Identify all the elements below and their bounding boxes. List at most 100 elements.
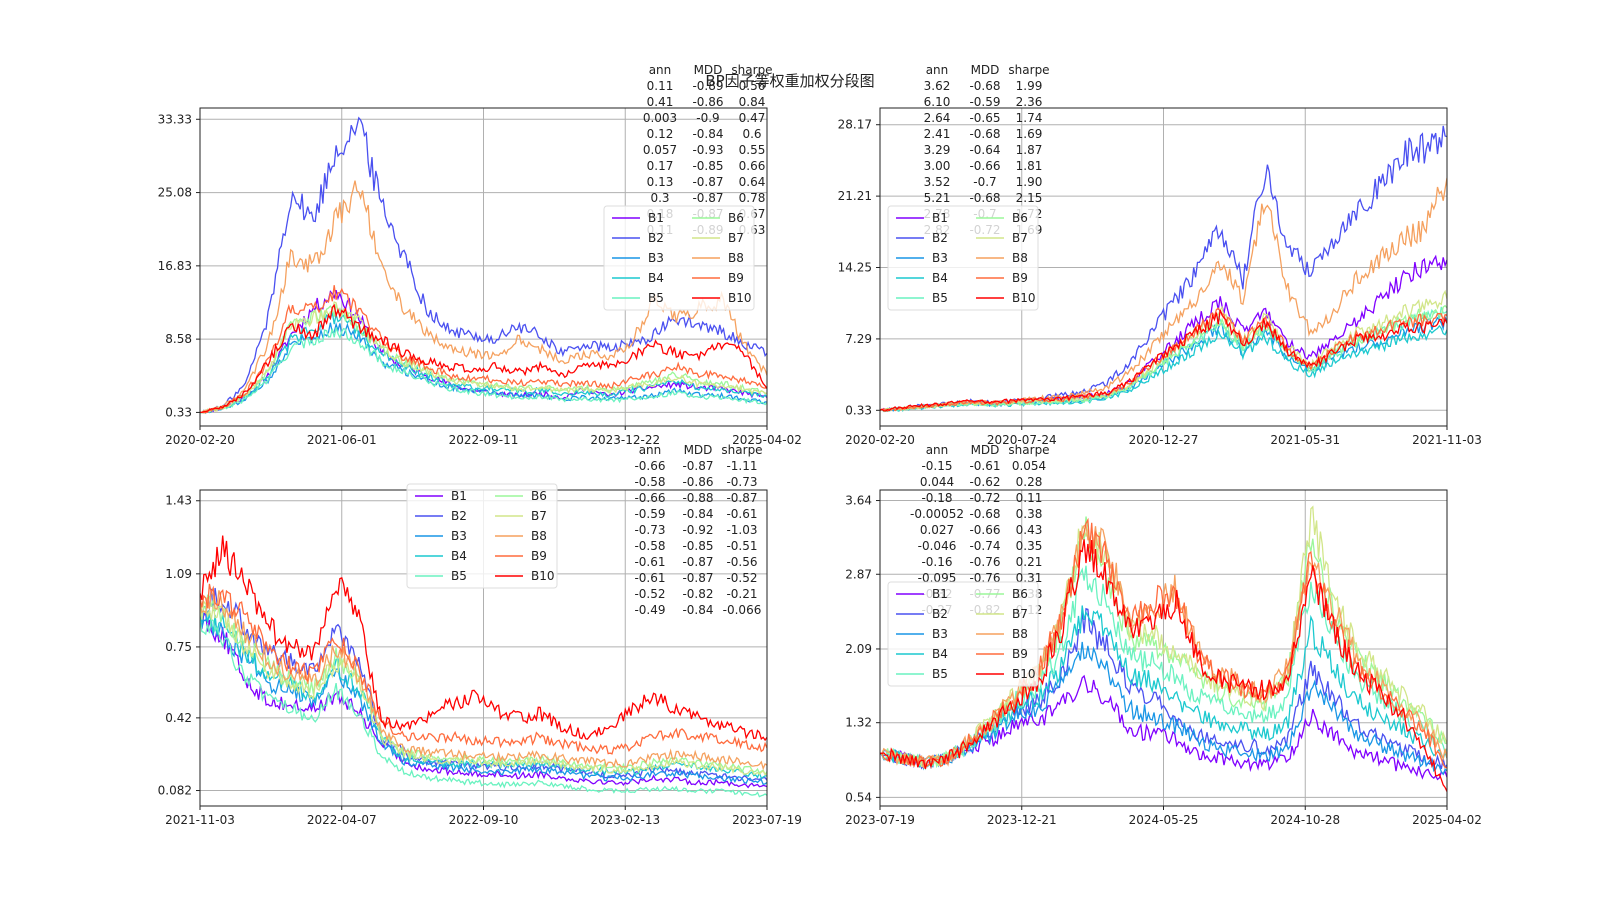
y-tick-label: 0.54	[845, 790, 872, 804]
stats-table: ann MDD sharpe 3.62 -0.68 1.99 6.10 -0.59 2.36 2.…	[924, 63, 1050, 237]
legend-label-B9: B9	[728, 271, 744, 285]
x-tick-label: 2021-11-03	[165, 813, 235, 827]
stats-cell: 2.36	[1016, 95, 1043, 109]
stats-cell: -0.84	[682, 507, 713, 521]
y-tick-label: 3.64	[845, 494, 872, 508]
stats-cell: -0.68	[969, 507, 1000, 521]
series-line-B9	[200, 583, 767, 755]
stats-cell: 2.64	[924, 111, 951, 125]
legend-label-B3: B3	[648, 251, 664, 265]
stats-cell: -0.00052	[910, 507, 964, 521]
legend-label-B8: B8	[1012, 251, 1028, 265]
stats-cell: 0.56	[739, 79, 766, 93]
legend-box	[406, 483, 558, 589]
legend-label-B10: B10	[1012, 667, 1036, 681]
legend-label-B6: B6	[1012, 587, 1028, 601]
stats-header: MDD	[971, 63, 1000, 77]
x-tick-label: 2024-05-25	[1129, 813, 1199, 827]
legend-label-B1: B1	[932, 211, 948, 225]
stats-cell: 0.027	[920, 523, 954, 537]
x-tick-label: 2021-06-01	[307, 433, 377, 447]
series-line-B8	[200, 180, 767, 414]
legend-label-B5: B5	[932, 667, 948, 681]
stats-header: MDD	[694, 63, 723, 77]
series-line-B9	[200, 285, 767, 414]
legend-label-B4: B4	[451, 549, 467, 563]
stats-cell: 3.52	[924, 175, 951, 189]
stats-cell: -0.86	[682, 475, 713, 489]
legend-label-B3: B3	[932, 251, 948, 265]
series-line-B9	[880, 307, 1447, 412]
legend: B1 B2 B3 B4 B5 B6 B7 B8 B9 B10	[887, 205, 1039, 311]
y-tick-label: 0.082	[158, 784, 192, 798]
stats-cell: 1.87	[1016, 143, 1043, 157]
stats-cell: -0.7	[973, 175, 996, 189]
stats-cell: 0.13	[647, 175, 674, 189]
legend-label-B1: B1	[648, 211, 664, 225]
legend-label-B9: B9	[1012, 647, 1028, 661]
stats-cell: 0.35	[1016, 539, 1043, 553]
plot-frame	[199, 107, 768, 427]
stats-cell: -0.15	[921, 459, 952, 473]
series-line-B10	[880, 309, 1447, 412]
stats-cell: -0.68	[969, 127, 1000, 141]
chart-panel-2: 0.33 7.29 14.25 21.21 28.17 2020-02-20 2020-07…	[838, 63, 1482, 447]
legend-label-B9: B9	[531, 549, 547, 563]
series-line-B8	[200, 589, 767, 771]
stats-cell: -0.64	[969, 143, 1000, 157]
stats-cell: -0.66	[634, 491, 665, 505]
stats-cell: 1.90	[1016, 175, 1043, 189]
stats-cell: 0.84	[739, 95, 766, 109]
stats-cell: 1.81	[1016, 159, 1043, 173]
legend-box	[603, 205, 755, 311]
plot-frame	[879, 107, 1448, 427]
plot-frame	[879, 489, 1448, 807]
stats-cell: 0.41	[647, 95, 674, 109]
series-line-B2	[880, 125, 1447, 411]
stats-cell: -0.76	[969, 555, 1000, 569]
legend-label-B5: B5	[648, 291, 664, 305]
stats-header: MDD	[684, 443, 713, 457]
legend-label-B5: B5	[451, 569, 467, 583]
stats-header: sharpe	[731, 63, 772, 77]
stats-header: sharpe	[1008, 63, 1049, 77]
stats-cell: 0.12	[647, 127, 674, 141]
stats-cell: -0.51	[726, 539, 757, 553]
stats-cell: 0.38	[1016, 507, 1043, 521]
legend-label-B2: B2	[648, 231, 664, 245]
series-group	[200, 535, 767, 798]
stats-cell: -0.86	[692, 95, 723, 109]
stats-header: ann	[926, 63, 949, 77]
stats-cell: -0.59	[969, 95, 1000, 109]
legend-label-B6: B6	[1012, 211, 1028, 225]
x-tick-label: 2023-07-19	[732, 813, 802, 827]
stats-cell: -0.87	[682, 459, 713, 473]
stats-cell: 0.28	[1016, 475, 1043, 489]
series-line-B8	[880, 524, 1447, 769]
x-tick-label: 2020-02-20	[845, 433, 915, 447]
stats-cell: -0.73	[634, 523, 665, 537]
stats-cell: 1.74	[1016, 111, 1043, 125]
stats-cell: -0.66	[969, 159, 1000, 173]
x-tick-label: 2022-09-11	[449, 433, 519, 447]
legend-label-B7: B7	[728, 231, 744, 245]
legend-label-B2: B2	[932, 231, 948, 245]
series-line-B10	[200, 535, 767, 742]
series-line-B10	[880, 539, 1447, 792]
x-tick-label: 2020-02-20	[165, 433, 235, 447]
stats-cell: -0.58	[634, 539, 665, 553]
legend-label-B4: B4	[932, 647, 948, 661]
series-group	[880, 505, 1447, 792]
stats-cell: -0.52	[726, 571, 757, 585]
x-tick-label: 2024-10-28	[1270, 813, 1340, 827]
stats-cell: -0.21	[726, 587, 757, 601]
stats-cell: -0.49	[634, 603, 665, 617]
stats-cell: -0.52	[634, 587, 665, 601]
x-tick-label: 2025-04-02	[732, 433, 802, 447]
stats-cell: 3.00	[924, 159, 951, 173]
legend-label-B4: B4	[648, 271, 664, 285]
series-line-B5	[880, 565, 1447, 768]
stats-cell: -0.93	[692, 143, 723, 157]
x-tick-label: 2021-05-31	[1270, 433, 1340, 447]
x-tick-label: 2021-11-03	[1412, 433, 1482, 447]
